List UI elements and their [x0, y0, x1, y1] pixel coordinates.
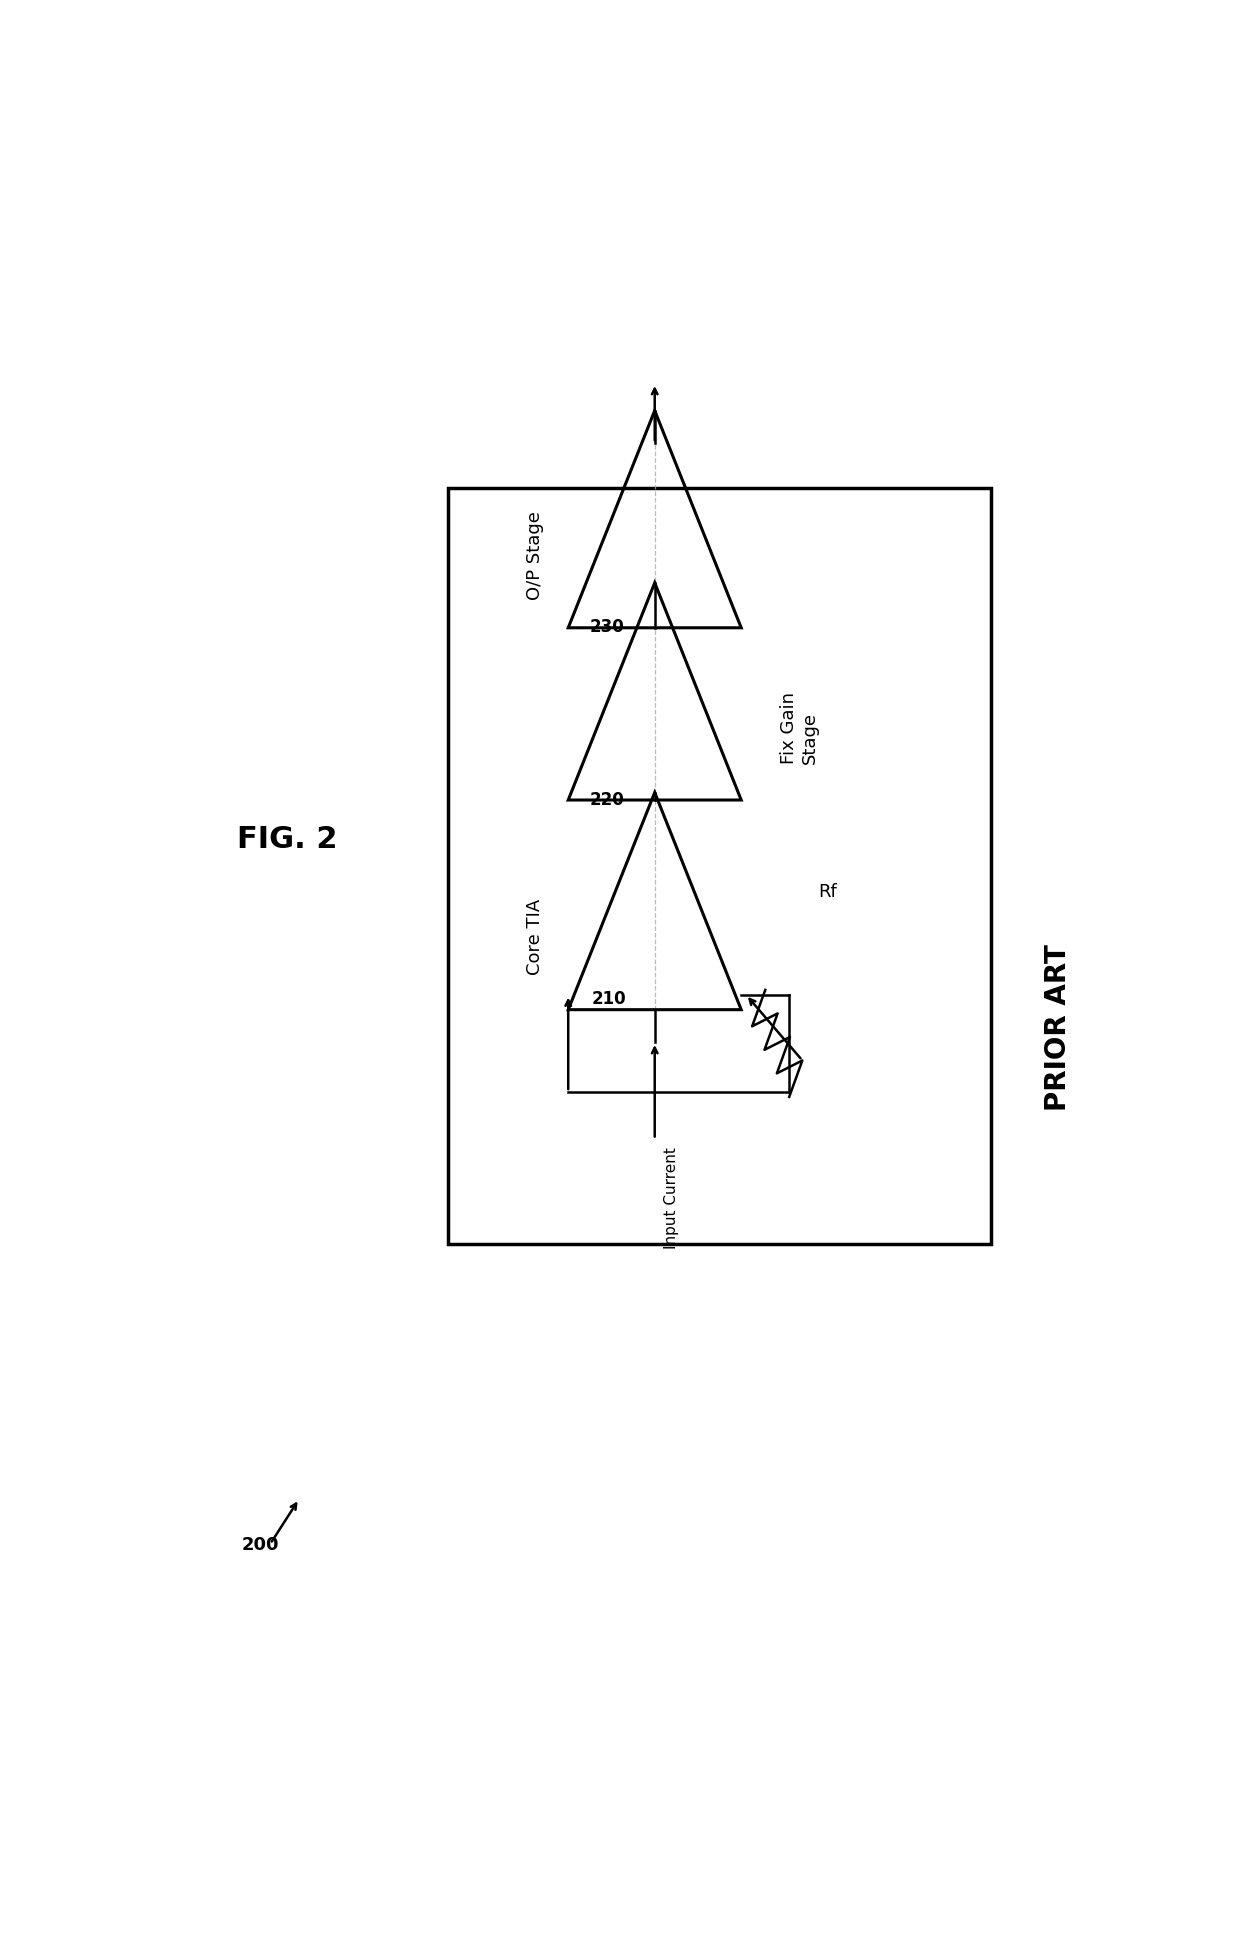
Text: 230: 230 [589, 619, 624, 636]
Text: O/P Stage: O/P Stage [526, 512, 543, 599]
Text: Rf: Rf [818, 883, 837, 901]
Text: Input Current: Input Current [665, 1148, 680, 1249]
Text: Fix Gain
Stage: Fix Gain Stage [780, 692, 818, 764]
Text: FIG. 2: FIG. 2 [237, 825, 337, 854]
Text: 210: 210 [591, 990, 626, 1008]
Text: 220: 220 [589, 790, 624, 809]
Text: Core TIA: Core TIA [526, 899, 543, 976]
Text: PRIOR ART: PRIOR ART [1044, 943, 1073, 1111]
Text: 200: 200 [242, 1537, 279, 1554]
